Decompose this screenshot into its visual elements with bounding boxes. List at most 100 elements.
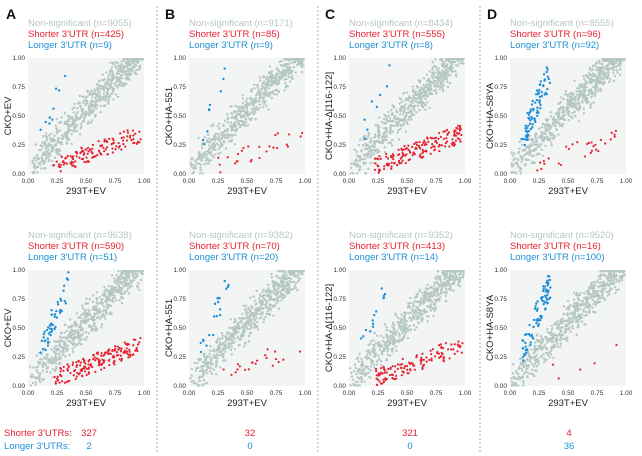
point-nonsignificant — [533, 147, 537, 151]
point-shorter-3utr — [66, 363, 69, 366]
point-nonsignificant — [382, 117, 386, 121]
point-nonsignificant — [530, 138, 533, 141]
point-nonsignificant — [211, 148, 215, 152]
point-nonsignificant — [385, 135, 388, 139]
point-nonsignificant — [366, 137, 369, 141]
point-nonsignificant — [80, 114, 83, 118]
point-nonsignificant — [206, 361, 209, 365]
point-nonsignificant — [406, 107, 410, 111]
point-nonsignificant — [262, 307, 265, 310]
point-nonsignificant — [99, 110, 102, 114]
point-nonsignificant — [417, 79, 420, 82]
point-longer-3utr — [201, 138, 205, 142]
point-nonsignificant — [107, 98, 111, 102]
point-nonsignificant — [125, 74, 129, 77]
point-shorter-3utr — [117, 348, 120, 351]
point-nonsignificant — [382, 336, 385, 339]
point-longer-3utr — [525, 126, 529, 130]
point-nonsignificant — [228, 139, 231, 143]
point-nonsignificant — [200, 159, 203, 163]
x-axis-label: 293T+EV — [227, 186, 268, 197]
x-axis-label: 293T+EV — [66, 398, 107, 409]
point-nonsignificant — [363, 172, 367, 175]
point-nonsignificant — [193, 166, 196, 170]
point-nonsignificant — [278, 283, 281, 286]
point-nonsignificant — [607, 71, 610, 74]
point-nonsignificant — [372, 363, 376, 366]
point-shorter-3utr — [89, 363, 93, 366]
point-nonsignificant — [258, 300, 261, 303]
point-nonsignificant — [47, 155, 50, 159]
point-nonsignificant — [537, 127, 541, 130]
point-nonsignificant — [443, 72, 446, 76]
point-nonsignificant — [51, 376, 54, 379]
point-shorter-3utr — [105, 139, 108, 142]
point-shorter-3utr — [592, 145, 595, 148]
point-nonsignificant — [393, 116, 396, 119]
point-nonsignificant — [553, 134, 557, 138]
point-nonsignificant — [243, 317, 247, 320]
x-tick-label: 1.00 — [299, 178, 312, 185]
point-nonsignificant — [383, 113, 386, 117]
point-nonsignificant — [76, 107, 79, 110]
point-shorter-3utr — [459, 124, 462, 128]
point-longer-3utr — [49, 333, 52, 337]
point-nonsignificant — [90, 89, 93, 93]
point-longer-3utr — [526, 111, 529, 115]
point-longer-3utr — [529, 118, 532, 122]
point-nonsignificant — [261, 100, 264, 103]
point-longer-3utr — [540, 90, 544, 94]
point-nonsignificant — [122, 84, 126, 87]
point-nonsignificant — [584, 99, 587, 103]
point-nonsignificant — [190, 367, 194, 371]
point-nonsignificant — [79, 127, 82, 130]
point-longer-3utr — [54, 325, 57, 329]
point-nonsignificant — [392, 106, 396, 109]
point-nonsignificant — [271, 305, 275, 308]
point-nonsignificant — [432, 73, 436, 77]
point-nonsignificant — [560, 96, 563, 99]
point-nonsignificant — [135, 269, 139, 273]
point-nonsignificant — [443, 60, 447, 63]
point-nonsignificant — [48, 153, 52, 157]
point-nonsignificant — [76, 123, 79, 127]
point-nonsignificant — [105, 305, 108, 309]
point-nonsignificant — [79, 122, 83, 126]
point-shorter-3utr — [87, 367, 90, 370]
point-nonsignificant — [206, 157, 210, 161]
point-nonsignificant — [126, 60, 129, 63]
point-nonsignificant — [256, 308, 260, 311]
x-tick-label: 0.75 — [270, 178, 283, 185]
point-nonsignificant — [268, 65, 272, 68]
point-nonsignificant — [77, 335, 80, 338]
point-nonsignificant — [279, 269, 282, 273]
point-longer-3utr — [63, 74, 67, 78]
point-nonsignificant — [435, 76, 439, 80]
point-shorter-3utr — [63, 381, 67, 384]
point-nonsignificant — [350, 166, 353, 170]
point-nonsignificant — [370, 149, 374, 152]
point-nonsignificant — [84, 102, 88, 106]
point-nonsignificant — [102, 87, 106, 90]
point-nonsignificant — [230, 105, 233, 108]
point-nonsignificant — [394, 120, 398, 124]
point-nonsignificant — [206, 133, 210, 136]
point-nonsignificant — [66, 344, 70, 347]
point-nonsignificant — [235, 331, 238, 334]
point-shorter-3utr — [272, 146, 275, 149]
point-nonsignificant — [44, 362, 47, 365]
point-nonsignificant — [98, 79, 101, 82]
point-shorter-3utr — [82, 149, 85, 153]
point-nonsignificant — [567, 118, 570, 122]
point-nonsignificant — [289, 277, 293, 281]
point-shorter-3utr — [422, 150, 425, 153]
point-shorter-3utr — [390, 165, 393, 168]
point-nonsignificant — [129, 279, 132, 282]
point-nonsignificant — [527, 145, 530, 148]
point-nonsignificant — [435, 68, 438, 71]
point-nonsignificant — [128, 269, 131, 273]
point-nonsignificant — [232, 125, 236, 129]
point-nonsignificant — [53, 139, 57, 142]
x-tick-label: 0.00 — [504, 178, 517, 185]
point-nonsignificant — [363, 147, 367, 150]
